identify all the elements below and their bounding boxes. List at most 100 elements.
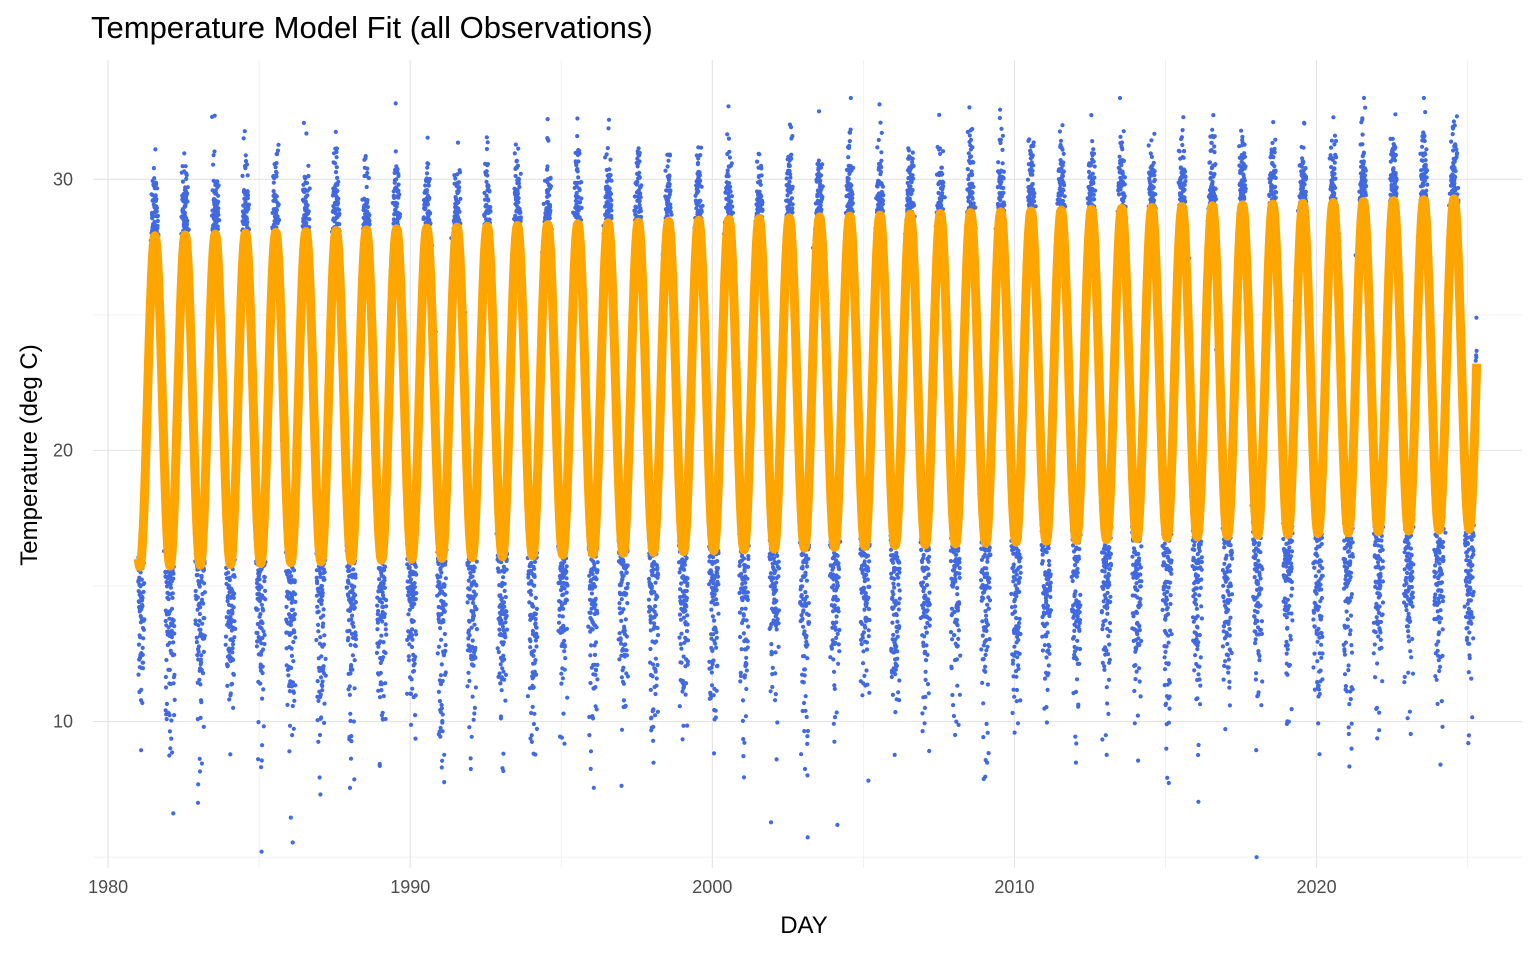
- observation-point: [442, 752, 447, 757]
- observation-point: [413, 736, 418, 741]
- observation-point: [241, 136, 246, 141]
- observation-point: [533, 752, 538, 757]
- observation-point: [228, 691, 233, 696]
- observation-point: [287, 723, 293, 728]
- observation-point: [199, 653, 204, 658]
- observation-point: [245, 220, 250, 225]
- observation-point: [458, 196, 463, 201]
- observation-point: [223, 642, 228, 647]
- observation-point: [457, 209, 462, 214]
- observation-point: [347, 692, 352, 698]
- observation-point: [346, 635, 351, 641]
- observation-point: [439, 637, 444, 642]
- observation-point: [455, 140, 461, 145]
- observation-point: [468, 766, 473, 772]
- observation-point: [516, 177, 522, 182]
- observation-point: [333, 129, 338, 134]
- observation-point: [410, 686, 415, 691]
- observation-point: [315, 604, 320, 609]
- observation-point: [259, 765, 264, 770]
- observation-point: [427, 195, 432, 200]
- observation-point: [230, 611, 235, 616]
- observation-point: [195, 572, 200, 578]
- observation-point: [504, 613, 509, 619]
- observation-point: [485, 162, 490, 167]
- observation-point: [470, 574, 475, 579]
- observation-point: [470, 600, 476, 606]
- observation-point: [318, 692, 323, 697]
- observation-point: [532, 574, 537, 580]
- observation-point: [437, 699, 442, 704]
- observation-point: [365, 170, 370, 176]
- observation-point: [353, 575, 358, 580]
- observation-point: [382, 585, 387, 591]
- observation-point: [305, 193, 310, 198]
- observation-point: [501, 600, 507, 605]
- observation-point: [257, 577, 262, 582]
- observation-point: [184, 173, 189, 178]
- observation-point: [262, 579, 267, 584]
- observation-point: [529, 733, 534, 738]
- observation-point: [319, 584, 324, 589]
- observation-point: [286, 673, 291, 678]
- observation-point: [414, 632, 419, 637]
- observation-point: [333, 170, 339, 175]
- observation-point: [197, 769, 203, 774]
- observation-point: [246, 206, 251, 212]
- observation-point: [140, 595, 145, 601]
- observation-point: [184, 176, 189, 181]
- observation-point: [171, 681, 176, 686]
- observation-point: [141, 660, 146, 665]
- observation-point: [409, 633, 415, 638]
- observation-point: [261, 687, 266, 692]
- observation-point: [397, 212, 403, 217]
- observation-point: [425, 135, 430, 140]
- observation-point: [470, 638, 475, 643]
- observation-point: [274, 170, 279, 175]
- observation-point: [453, 176, 458, 181]
- observation-point: [320, 688, 325, 693]
- observation-point: [367, 218, 372, 223]
- observation-point: [322, 720, 327, 726]
- observation-point: [333, 161, 338, 166]
- observation-point: [139, 577, 144, 582]
- observation-point: [352, 686, 357, 691]
- observation-point: [171, 640, 176, 645]
- observation-point: [532, 559, 538, 565]
- observation-point: [349, 739, 354, 744]
- observation-point: [412, 601, 417, 607]
- observation-point: [504, 627, 510, 632]
- observation-point: [528, 645, 533, 650]
- observation-point: [443, 670, 448, 675]
- observation-point: [154, 205, 159, 211]
- observation-point: [439, 706, 444, 711]
- observation-point: [382, 564, 388, 570]
- observation-point: [262, 632, 267, 638]
- observation-point: [437, 580, 442, 585]
- observation-point: [436, 644, 442, 649]
- observation-point: [228, 752, 233, 757]
- observation-point: [435, 651, 440, 656]
- observation-point: [292, 617, 297, 622]
- observation-point: [365, 166, 370, 171]
- observation-point: [384, 632, 389, 637]
- observation-point: [142, 581, 147, 586]
- observation-point: [545, 164, 550, 169]
- observation-point: [525, 694, 531, 699]
- observation-point: [196, 649, 201, 654]
- observation-point: [184, 191, 190, 196]
- observation-point: [377, 577, 382, 582]
- observation-point: [379, 688, 384, 693]
- observation-point: [502, 588, 507, 594]
- observation-point: [472, 711, 477, 716]
- observation-point: [142, 617, 147, 622]
- observation-point: [211, 153, 216, 158]
- observation-point: [240, 173, 245, 178]
- observation-point: [199, 575, 204, 580]
- observation-point: [260, 664, 265, 669]
- observation-point: [365, 198, 370, 203]
- observation-point: [201, 724, 206, 730]
- observation-point: [350, 620, 355, 625]
- observation-point: [242, 129, 247, 134]
